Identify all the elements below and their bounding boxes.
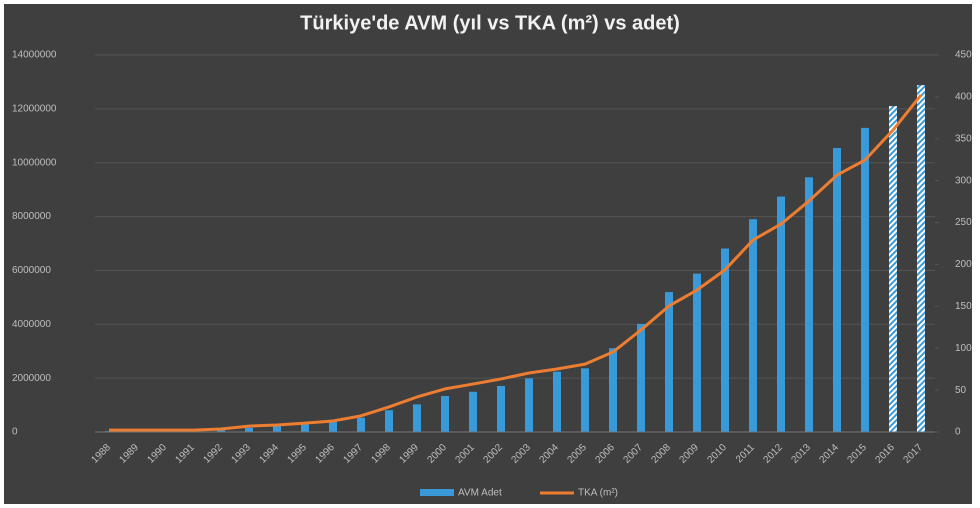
bar [609,348,617,432]
bar [805,177,813,432]
bar [525,378,533,432]
bar [441,395,449,432]
y2-tick-label: 400 [955,92,972,103]
bar [301,424,309,432]
bar [273,426,281,432]
y2-tick-label: 0 [955,427,961,438]
y-tick-label: 8000000 [12,211,51,222]
bar [861,127,869,433]
legend-label: AVM Adet [458,488,502,499]
y-tick-label: 10000000 [12,157,57,168]
bar [749,219,757,432]
y-tick-label: 0 [12,427,18,438]
bar [469,391,477,432]
bar [329,421,337,432]
y2-tick-label: 350 [955,133,972,144]
chart-title: Türkiye'de AVM (yıl vs TKA (m²) vs adet) [300,12,680,34]
line [109,94,923,432]
legend-label: TKA (m²) [578,488,618,499]
y-tick-label: 12000000 [12,103,57,114]
bar [245,427,253,432]
y-tick-label: 4000000 [12,319,51,330]
legend-swatch [420,489,454,496]
y2-tick-label: 450 [955,50,972,61]
bar [413,404,421,432]
y-tick-label: 14000000 [12,50,57,61]
bar [357,417,365,432]
y2-tick-label: 200 [955,259,972,270]
bar [693,273,701,432]
y2-tick-label: 300 [955,175,972,186]
bar [581,368,589,432]
y2-tick-label: 50 [955,385,967,396]
bar [217,429,225,432]
bar [637,323,645,432]
y-tick-label: 2000000 [12,373,51,384]
bar [553,371,561,432]
y2-tick-label: 100 [955,343,972,354]
bar [833,147,841,432]
y2-tick-label: 150 [955,301,972,312]
y2-tick-label: 250 [955,217,972,228]
bar [497,385,505,432]
bar [721,248,729,432]
bar [665,292,673,432]
y-tick-label: 6000000 [12,265,51,276]
bar [889,106,897,433]
bar [917,85,925,432]
bar [385,410,393,432]
bar [777,196,785,432]
